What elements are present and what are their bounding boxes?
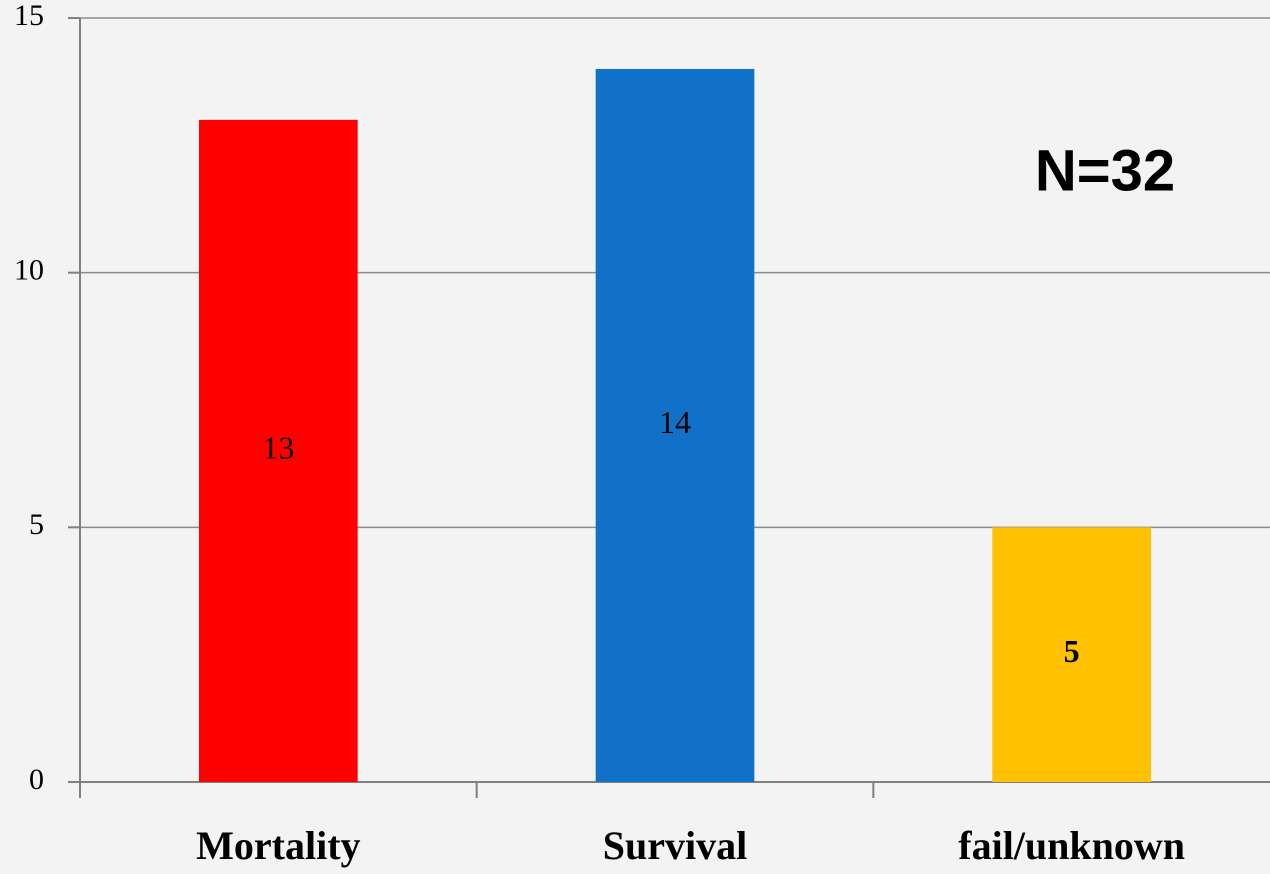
bar xyxy=(992,527,1151,782)
x-tick-label: Mortality xyxy=(196,823,360,868)
annotation: N=32 xyxy=(1035,138,1175,203)
x-tick-label: fail/unknown xyxy=(958,823,1185,868)
y-tick-label: 10 xyxy=(14,254,44,287)
bar xyxy=(199,119,358,782)
value-label: 5 xyxy=(1064,633,1080,669)
y-tick-label: 15 xyxy=(14,0,44,32)
value-label: 14 xyxy=(659,404,691,440)
y-tick-label: 5 xyxy=(29,508,44,541)
bar xyxy=(595,68,755,782)
y-tick-label: 0 xyxy=(29,763,44,796)
x-tick-label: Survival xyxy=(603,823,747,868)
value-label: 13 xyxy=(262,429,294,465)
